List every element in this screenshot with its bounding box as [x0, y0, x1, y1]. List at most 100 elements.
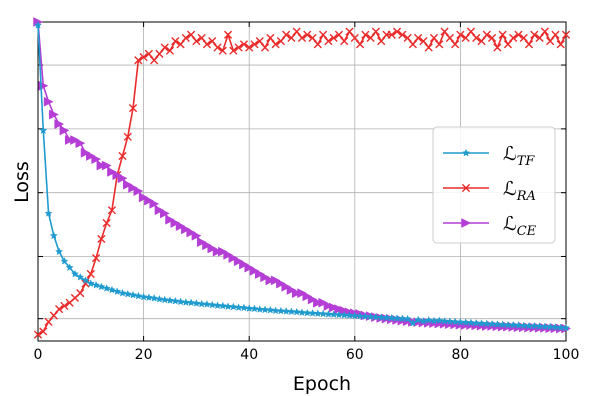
data-point — [192, 299, 201, 307]
data-point — [461, 33, 470, 43]
data-point — [107, 167, 117, 177]
data-point — [202, 240, 213, 251]
data-point — [59, 125, 70, 136]
data-point — [250, 304, 259, 313]
data-point — [276, 37, 285, 46]
data-point — [472, 318, 481, 327]
data-point — [123, 179, 133, 190]
data-point — [260, 43, 270, 52]
data-point — [97, 234, 106, 244]
data-point — [371, 27, 381, 36]
data-point — [345, 311, 354, 319]
data-point — [49, 311, 58, 320]
data-point — [282, 30, 291, 39]
data-point — [159, 208, 170, 219]
data-point — [160, 43, 169, 52]
data-point — [102, 218, 111, 228]
data-point — [355, 40, 365, 49]
data-point — [435, 40, 444, 49]
data-point — [303, 308, 312, 317]
data-point — [249, 265, 260, 276]
data-point — [223, 30, 233, 39]
data-point — [76, 289, 85, 298]
data-point — [207, 243, 218, 254]
legend-label: ℒRA — [503, 178, 536, 204]
data-point — [424, 43, 433, 52]
data-point — [229, 302, 238, 311]
data-point — [519, 33, 528, 43]
data-point — [81, 276, 90, 284]
data-point — [313, 309, 322, 318]
data-point — [165, 46, 175, 55]
data-point — [535, 322, 544, 330]
legend-item-ra: ℒRA — [443, 178, 536, 204]
data-point — [561, 323, 571, 332]
data-point — [117, 173, 128, 184]
data-point — [165, 296, 175, 304]
data-point — [49, 231, 58, 240]
data-point — [70, 135, 81, 145]
data-point — [292, 27, 301, 36]
data-point — [234, 303, 243, 311]
data-point — [287, 307, 296, 316]
data-point — [366, 312, 375, 321]
data-point — [154, 205, 165, 216]
data-point — [461, 218, 472, 228]
data-point — [133, 186, 144, 196]
data-point — [80, 147, 91, 158]
data-point — [477, 319, 486, 327]
data-point — [55, 305, 64, 314]
data-point — [297, 33, 307, 43]
data-point — [234, 43, 243, 52]
data-point — [382, 313, 391, 322]
data-point — [171, 296, 180, 305]
data-point — [530, 30, 539, 39]
data-point — [197, 33, 206, 43]
data-point — [265, 275, 276, 286]
data-point — [44, 209, 53, 217]
data-point — [456, 30, 465, 39]
x-tick-label: 60 — [346, 347, 364, 363]
data-point — [377, 37, 386, 46]
legend-label: ℒTF — [503, 143, 535, 169]
data-point — [287, 33, 296, 43]
data-point — [419, 37, 428, 46]
data-point — [540, 322, 549, 331]
data-point — [134, 291, 143, 300]
data-point — [466, 318, 475, 327]
data-point — [403, 33, 412, 43]
data-point — [181, 224, 191, 235]
data-point — [398, 30, 407, 39]
data-point — [334, 30, 344, 39]
data-point — [398, 314, 407, 323]
legend-item-ce: ℒCE — [443, 213, 537, 239]
data-point — [245, 304, 254, 312]
data-point — [308, 33, 317, 43]
data-point — [328, 302, 339, 313]
data-point — [260, 272, 271, 283]
data-point — [487, 33, 497, 43]
data-point — [255, 305, 264, 313]
data-point — [493, 43, 502, 52]
data-point — [302, 291, 313, 302]
data-point — [224, 302, 233, 310]
data-point — [403, 314, 412, 323]
data-point — [503, 40, 513, 49]
data-point — [556, 40, 565, 49]
data-point — [155, 49, 164, 58]
data-point — [466, 27, 476, 36]
data-point — [218, 46, 227, 55]
data-point — [276, 306, 285, 315]
data-point — [55, 247, 64, 256]
data-point — [456, 317, 465, 326]
data-point — [377, 313, 386, 321]
data-point — [113, 287, 122, 295]
data-point — [498, 320, 507, 329]
data-point — [144, 195, 154, 206]
data-point — [561, 30, 571, 39]
data-point — [340, 310, 349, 319]
data-point — [75, 138, 86, 149]
data-point — [334, 310, 343, 319]
data-point — [266, 33, 275, 43]
